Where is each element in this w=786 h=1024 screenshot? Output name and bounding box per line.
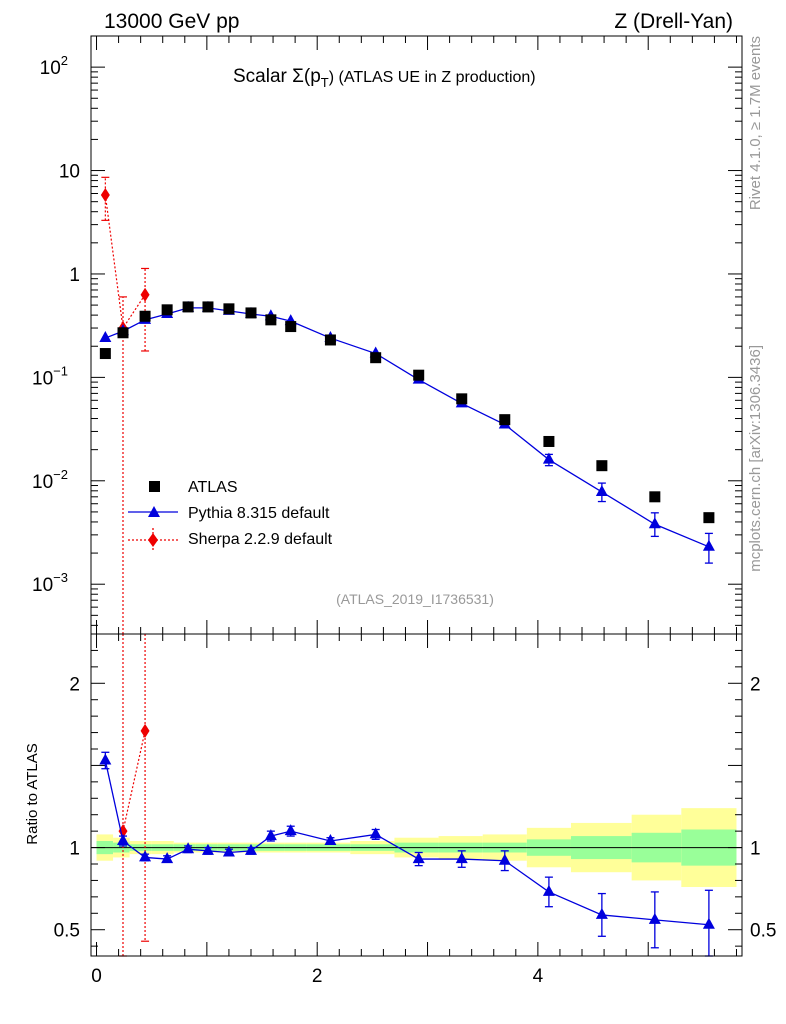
pythia-ratio-point [595, 907, 608, 919]
mcplots-label: mcplots.cern.ch [arXiv:1306.3436] [747, 345, 764, 572]
atlas-point [285, 321, 297, 333]
x-tick-label: 4 [533, 966, 544, 987]
pythia-point [648, 517, 661, 529]
pythia-ratio-point [222, 845, 235, 857]
atlas-point [161, 304, 173, 316]
pythia-ratio-point [116, 834, 129, 845]
sherpa-ratio-point [118, 824, 128, 839]
ratio-panel: 0 2 4 2 2 1 1 0.5 0.5 [54, 633, 776, 987]
x-tick-label: 2 [312, 966, 323, 987]
pythia-point [99, 331, 112, 343]
legend-pythia-marker [148, 506, 160, 517]
x-tick-label: 0 [91, 966, 102, 987]
pythia-ratio-point [182, 842, 195, 854]
main-panel: 102 10 1 10−1 10−2 10−3 Scalar Σ(pT) (ATLAS U… [32, 35, 743, 635]
legend-sherpa-label: Sherpa 2.2.9 default [188, 531, 333, 548]
legend-atlas-label: ATLAS [188, 479, 238, 496]
pythia-ratio-point [702, 917, 715, 929]
y-tick-label-ratio-left: 1 [69, 839, 80, 860]
ratio-frame [90, 633, 743, 957]
pythia-ratio-point [201, 843, 214, 855]
legend-sherpa: Sherpa 2.2.9 default [128, 528, 333, 552]
pythia-ratio-point [369, 827, 382, 839]
pythia-ratio-point [284, 824, 297, 836]
pythia-ratio-point [99, 753, 112, 765]
pythia-ratio-point [498, 853, 511, 865]
pythia-ratio-point [324, 834, 337, 845]
y-tick-label-top: 10−2 [32, 467, 68, 493]
legend-atlas-marker [149, 481, 160, 492]
pythia-ratio-point [161, 852, 174, 864]
analysis-id: (ATLAS_2019_I1736531) [336, 591, 494, 607]
pythia-point [595, 484, 608, 496]
y-tick-label-top: 1 [69, 265, 80, 286]
y-tick-label-top: 10 [59, 162, 80, 183]
atlas-point [499, 414, 511, 426]
y-tick-label-ratio-left: 0.5 [54, 921, 80, 942]
y-tick-label-top: 102 [40, 53, 68, 79]
ratio-ylabel: Ratio to ATLAS [24, 743, 41, 844]
legend-sherpa-marker [148, 533, 158, 547]
plot-title: Scalar Σ(pT) (ATLAS UE in Z production) [233, 66, 536, 90]
sherpa-ratio-point [140, 723, 150, 738]
header-left: 13000 GeV pp [104, 10, 239, 33]
atlas-point [649, 491, 661, 503]
pythia-point [542, 452, 555, 464]
pythia-ratio-point [455, 852, 468, 864]
sherpa-ratio-line [122, 730, 146, 832]
atlas-point [543, 435, 555, 447]
atlas-point [413, 369, 425, 381]
y-tick-label-top: 10−1 [32, 363, 68, 389]
y-tick-label-ratio-right: 0.5 [750, 921, 776, 942]
atlas-point [265, 314, 277, 326]
atlas-point [117, 327, 129, 339]
rivet-label: Rivet 4.1.0, ≥ 1.7M events [747, 36, 764, 210]
y-tick-label-ratio-left: 2 [69, 674, 80, 695]
legend-pythia: Pythia 8.315 default [128, 505, 330, 522]
atlas-point [245, 307, 257, 319]
atlas-point [370, 352, 382, 364]
atlas-point [703, 512, 715, 524]
pythia-ratio-point [264, 829, 277, 841]
atlas-point [456, 393, 468, 405]
atlas-point [223, 303, 235, 315]
pythia-ratio-point [542, 884, 555, 896]
pythia-point [702, 539, 715, 551]
atlas-point [324, 334, 336, 346]
y-tick-label-ratio-right: 1 [750, 839, 761, 860]
atlas-point [202, 301, 214, 313]
sherpa-line [104, 194, 146, 330]
legend-atlas: ATLAS [149, 479, 238, 496]
atlas-point [596, 460, 608, 472]
legend: ATLAS Pythia 8.315 default Sherpa 2.2.9 … [128, 479, 333, 552]
y-tick-label-top: 10−3 [32, 570, 68, 596]
atlas-point [139, 310, 151, 322]
pythia-ratio-point [139, 850, 152, 862]
header-right: Z (Drell-Yan) [614, 10, 733, 33]
atlas-point [182, 301, 194, 313]
pythia-ratio-point [412, 852, 425, 864]
sherpa-point [100, 188, 110, 203]
y-tick-label-ratio-right: 2 [750, 674, 761, 695]
sherpa-point [140, 287, 150, 302]
atlas-point [99, 348, 111, 360]
pythia-ratio-point [648, 912, 661, 924]
legend-pythia-label: Pythia 8.315 default [188, 505, 330, 522]
pythia-ratio-point [244, 843, 257, 855]
